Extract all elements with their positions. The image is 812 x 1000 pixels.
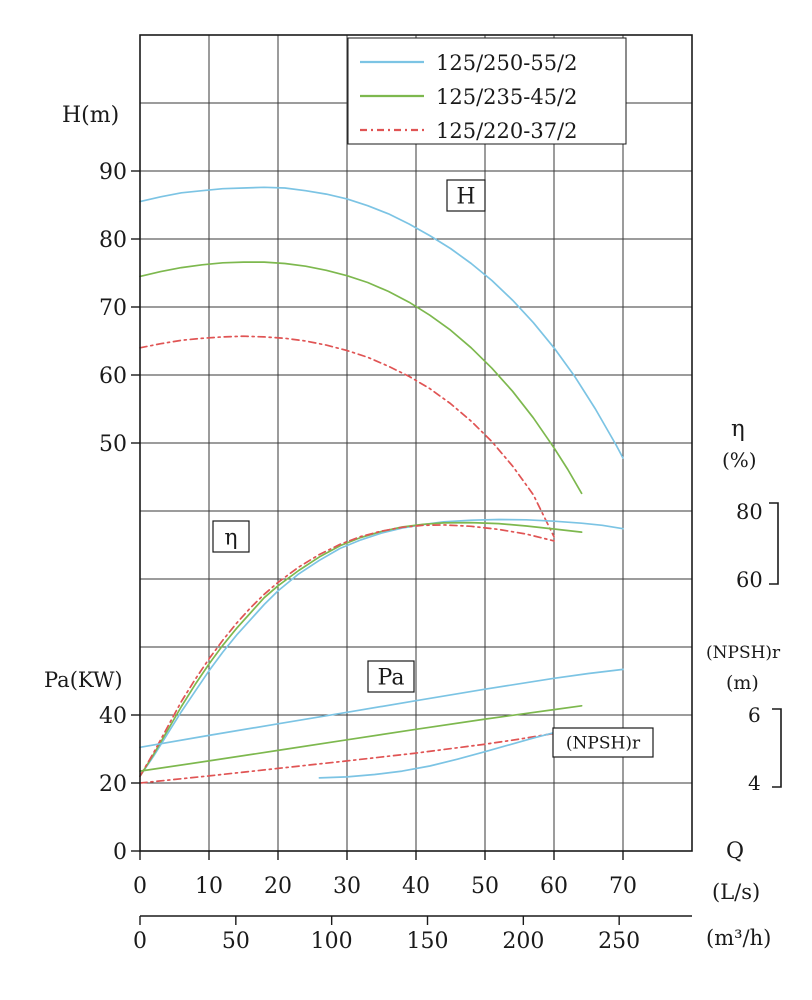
h-tick-label: 60: [99, 364, 127, 389]
q-ls-tick-label: 0: [133, 874, 147, 899]
curve-label-text: (NPSH)r: [566, 734, 641, 754]
q-m3h-tick-label: 150: [407, 929, 449, 954]
h-tick-label: 80: [99, 228, 127, 253]
curve-label-box: [552, 727, 654, 758]
q-m3h-tick-label: 0: [133, 929, 147, 954]
pa-tick-label: 20: [99, 772, 127, 797]
eta-tick-label: 80: [736, 500, 763, 524]
curve-label-box: [446, 179, 486, 212]
q-ls-tick-label: 50: [471, 874, 499, 899]
curve-Pa-125/220-37/2: [139, 732, 555, 784]
curve-label-box: [367, 660, 415, 693]
q-ls-tick-label: 10: [195, 874, 223, 899]
pa-tick-label: 40: [99, 704, 127, 729]
curve-labels: Hη Pa (NPSH)r: [212, 179, 654, 758]
npshr-tick-label: 4: [748, 771, 761, 795]
q-ls-axis-unit: (L/s): [712, 880, 761, 904]
curve-label-text: Pa: [378, 665, 405, 690]
h-tick-label: 90: [99, 160, 127, 185]
q-m3h-axis-unit: (m³/h): [706, 926, 772, 950]
legend: 125/250-55/2 125/235-45/2 125/220-37/2: [347, 37, 627, 145]
eta-tick-label: 60: [736, 568, 763, 592]
q-ls-tick-label: 40: [402, 874, 430, 899]
q-axis-label: Q: [726, 839, 745, 864]
q-m3h-tick-label: 50: [222, 929, 250, 954]
npshr-scale-bracket: [772, 708, 782, 788]
axis-ticks: [131, 170, 624, 925]
curve-eta-125/235-45/2: [139, 521, 583, 778]
curve-Pa-125/235-45/2: [139, 704, 583, 772]
legend-label: 125/220-37/2: [436, 119, 578, 143]
h-tick-label: 50: [99, 432, 127, 457]
legend-box: [347, 37, 627, 145]
curve-eta-125/220-37/2: [139, 524, 555, 778]
curve-Pa-125/250-55/2: [139, 668, 624, 749]
curve-label-box: [212, 520, 250, 553]
q-ls-tick-label: 70: [609, 874, 637, 899]
q-m3h-tick-label: 100: [311, 929, 353, 954]
npshr-axis-unit: (m): [726, 672, 759, 694]
curve-eta-125/250-55/2: [139, 518, 624, 778]
curve-H-125/220-37/2: [139, 335, 555, 538]
h-tick-label: 70: [99, 296, 127, 321]
eta-scale-bracket: [769, 502, 779, 585]
curve-label-text: H: [456, 184, 475, 209]
legend-label: 125/250-55/2: [436, 51, 578, 75]
pa-axis-label: Pa(KW): [44, 668, 123, 692]
q-ls-tick-label: 60: [540, 874, 568, 899]
eta-axis-unit: (%): [722, 448, 757, 472]
q-m3h-tick-label: 250: [598, 929, 640, 954]
curve-NPSHr-125/250-55/2: [318, 731, 555, 779]
legend-label: 125/235-45/2: [436, 85, 578, 109]
eta-axis-label: η: [731, 416, 745, 442]
npshr-tick-label: 6: [748, 703, 761, 727]
curve-label-text: η: [224, 525, 237, 550]
q-m3h-tick-label: 200: [502, 929, 544, 954]
q-ls-tick-label: 30: [333, 874, 361, 899]
curve-H-125/235-45/2: [139, 261, 583, 495]
h-axis-label: H(m): [62, 103, 120, 128]
curve-H-125/250-55/2: [139, 186, 624, 459]
curves: [139, 186, 624, 784]
q-ls-tick-label: 20: [264, 874, 292, 899]
npshr-axis-label: (NPSH)r: [706, 643, 781, 663]
pa-tick-label: 0: [113, 840, 127, 865]
